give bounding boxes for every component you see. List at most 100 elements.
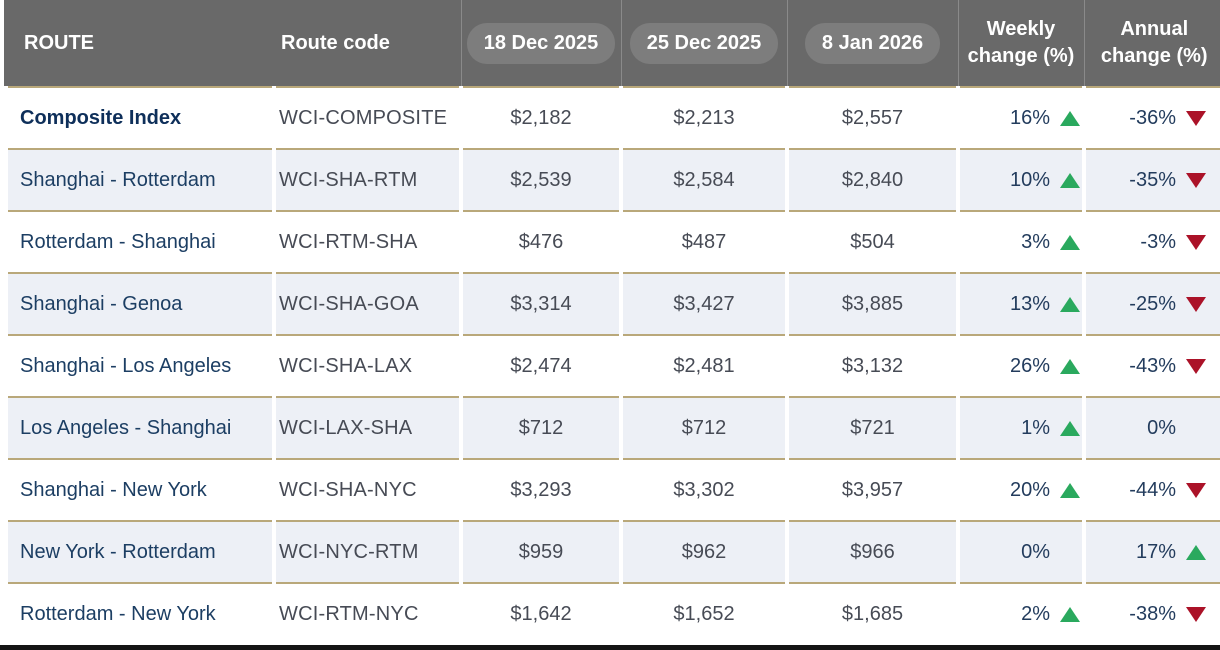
price-cell-3: $1,685	[785, 582, 960, 645]
weekly-change-cell-value: 0%	[1021, 540, 1050, 563]
column-header-date-3: 8 Jan 2026	[786, 0, 958, 87]
price-cell-3: $3,132	[785, 334, 960, 397]
price-cell-1: $2,182	[459, 86, 623, 149]
weekly-change-cell: 26%	[956, 334, 1086, 397]
annual-change-cell: 17%	[1082, 520, 1220, 583]
price-cell-1: $959	[459, 520, 623, 583]
weekly-change-cell-value: 3%	[1021, 230, 1050, 253]
weekly-change-cell: 0%	[956, 520, 1086, 583]
price-cell-3: $966	[785, 520, 960, 583]
route-cell: Los Angeles - Shanghai	[0, 396, 276, 459]
date-pill: 18 Dec 2025	[466, 22, 616, 64]
price-cell-1: $2,474	[459, 334, 623, 397]
price-cell-3: $2,557	[785, 86, 960, 149]
price-cell-3: $2,840	[785, 148, 960, 211]
price-cell-1: $3,293	[459, 458, 623, 521]
up-triangle-icon	[1060, 296, 1080, 312]
route-code-cell: WCI-COMPOSITE	[272, 86, 463, 149]
up-triangle-icon	[1186, 544, 1206, 560]
table-row: Shanghai - Genoa WCI-SHA-GOA $3,314 $3,427 $…	[0, 272, 1220, 335]
route-cell: Shanghai - Genoa	[0, 272, 276, 335]
up-triangle-icon	[1060, 172, 1080, 188]
annual-change-cell: 0%	[1082, 396, 1220, 459]
annual-change-cell-value: -25%	[1129, 292, 1176, 315]
column-header-date-2: 25 Dec 2025	[620, 0, 787, 87]
price-cell-2: $1,652	[619, 582, 789, 645]
column-header-route: ROUTE	[4, 0, 274, 87]
down-triangle-icon	[1186, 172, 1206, 188]
annual-change-cell: -25%	[1082, 272, 1220, 335]
no-change-placeholder	[1186, 420, 1206, 436]
weekly-change-cell-content: 1%	[960, 417, 1080, 440]
price-cell-3: $3,957	[785, 458, 960, 521]
price-cell-1: $476	[459, 210, 623, 273]
annual-change-line2: change (%)	[1100, 45, 1208, 67]
up-triangle-icon	[1060, 358, 1080, 374]
route-code-cell: WCI-RTM-SHA	[272, 210, 463, 273]
price-cell-2: $487	[619, 210, 789, 273]
price-cell-1: $1,642	[459, 582, 623, 645]
price-cell-1: $712	[459, 396, 623, 459]
weekly-change-cell: 3%	[956, 210, 1086, 273]
table-row: Los Angeles - Shanghai WCI-LAX-SHA $712 $71…	[0, 396, 1220, 459]
price-cell-2: $2,481	[619, 334, 789, 397]
table-row: Rotterdam - Shanghai WCI-RTM-SHA $476 $487 $…	[0, 210, 1220, 273]
weekly-change-cell-content: 20%	[960, 479, 1080, 502]
weekly-change-cell-content: 16%	[960, 107, 1080, 130]
price-cell-2: $3,302	[619, 458, 789, 521]
annual-change-cell: -3%	[1082, 210, 1220, 273]
date-pill: 25 Dec 2025	[629, 22, 779, 64]
annual-change-line1: Annual	[1120, 18, 1189, 40]
price-cell-3: $3,885	[785, 272, 960, 335]
price-cell-2: $962	[619, 520, 789, 583]
price-cell-2: $2,584	[619, 148, 789, 211]
table-row: Shanghai - Los Angeles WCI-SHA-LAX $2,474 $…	[0, 334, 1220, 397]
weekly-change-cell-value: 20%	[1009, 478, 1050, 501]
route-code-cell: WCI-SHA-LAX	[272, 334, 463, 397]
price-cell-3: $721	[785, 396, 960, 459]
weekly-change-cell: 13%	[956, 272, 1086, 335]
route-code-cell: WCI-LAX-SHA	[272, 396, 463, 459]
weekly-change-line1: Weekly	[986, 18, 1056, 40]
annual-change-cell-content: -43%	[1086, 355, 1206, 378]
annual-change-cell: -43%	[1082, 334, 1220, 397]
annual-change-cell-content: -36%	[1086, 107, 1206, 130]
weekly-change-line2: change (%)	[967, 45, 1075, 67]
annual-change-cell-value: -3%	[1140, 230, 1176, 253]
annual-change-cell-value: -38%	[1129, 603, 1176, 625]
route-code-cell: WCI-RTM-NYC	[272, 582, 463, 645]
up-triangle-icon	[1060, 110, 1080, 126]
price-cell-2: $3,427	[619, 272, 789, 335]
weekly-change-cell-value: 16%	[1009, 106, 1050, 129]
up-triangle-icon	[1060, 234, 1080, 250]
down-triangle-icon	[1186, 358, 1206, 374]
column-header-date-1: 18 Dec 2025	[460, 0, 621, 87]
weekly-change-cell-content: 13%	[960, 293, 1080, 316]
annual-change-cell-content: -3%	[1086, 231, 1206, 254]
annual-change-cell-value: 0%	[1147, 416, 1176, 439]
annual-change-cell-content: 17%	[1086, 541, 1206, 564]
annual-change-cell-value: -44%	[1129, 478, 1176, 501]
weekly-change-cell: 10%	[956, 148, 1086, 211]
annual-change-cell: -35%	[1082, 148, 1220, 211]
annual-change-cell-value: -43%	[1129, 354, 1176, 377]
column-header-weekly-change: Weekly change (%)	[957, 0, 1084, 87]
weekly-change-cell: 2%	[956, 582, 1086, 645]
annual-change-cell-content: 0%	[1086, 417, 1206, 440]
price-cell-1: $3,314	[459, 272, 623, 335]
down-triangle-icon	[1186, 607, 1206, 623]
weekly-change-cell-content: 3%	[960, 231, 1080, 254]
weekly-change-cell: 16%	[956, 86, 1086, 149]
price-cell-2: $712	[619, 396, 789, 459]
annual-change-cell-value: 17%	[1135, 540, 1176, 563]
route-cell: Composite Index	[0, 86, 276, 149]
weekly-change-cell: 1%	[956, 396, 1086, 459]
bottom-edge-bar	[0, 645, 1220, 650]
column-header-annual-change: Annual change (%)	[1083, 0, 1220, 87]
weekly-change-cell-content: 10%	[960, 169, 1080, 192]
weekly-change-cell-value: 2%	[1021, 603, 1050, 625]
table-row: Shanghai - New York WCI-SHA-NYC $3,293 $3,3…	[0, 458, 1220, 521]
annual-change-cell: -38%	[1082, 582, 1220, 645]
annual-change-cell-content: -35%	[1086, 169, 1206, 192]
